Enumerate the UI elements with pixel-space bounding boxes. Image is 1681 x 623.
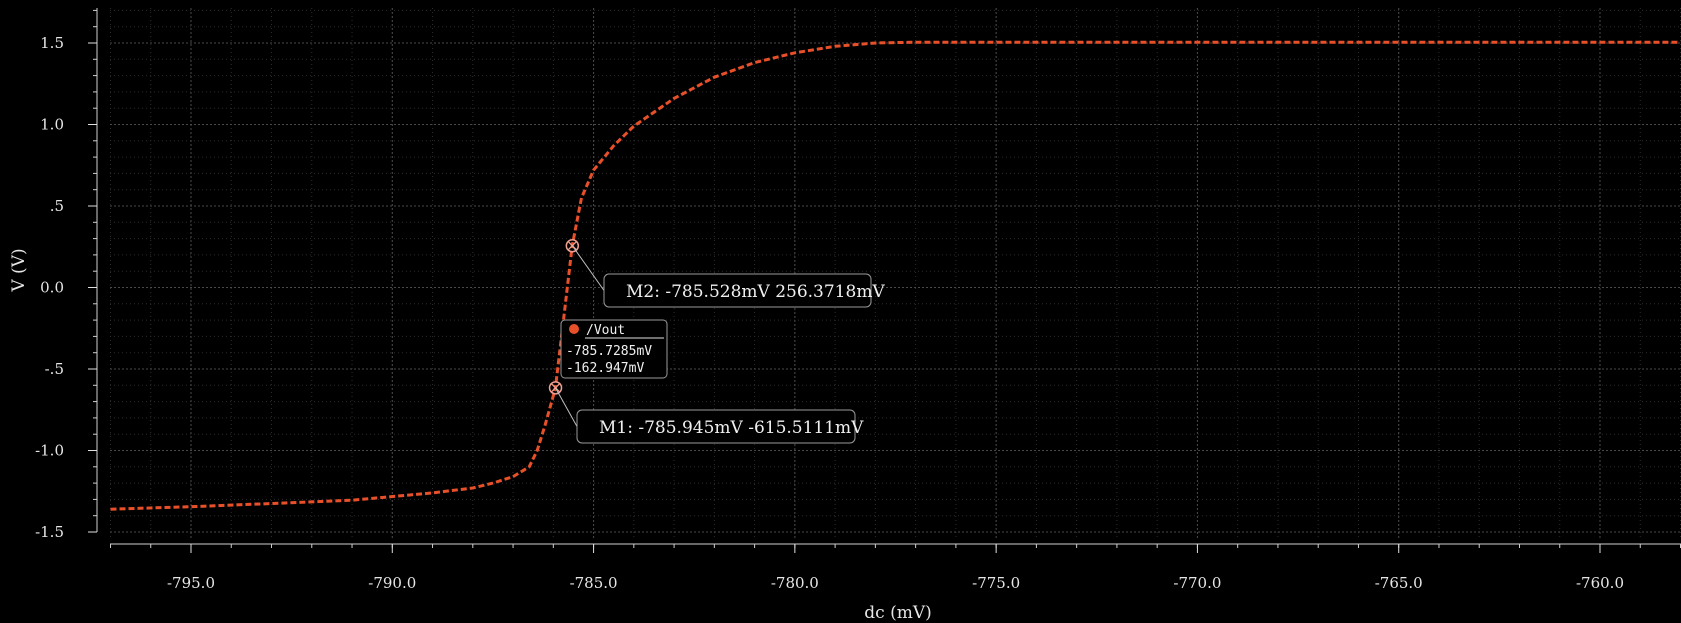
series-layer	[110, 40, 1681, 511]
marker-leader	[571, 245, 605, 291]
marker-leader	[555, 387, 578, 427]
marker-label-box	[576, 409, 856, 444]
x-axis-ticks: -795.0 -790.0 -785.0 -780.0 -775.0 -770.0 -765…	[167, 544, 1624, 592]
series-line-vout	[110, 40, 1681, 511]
marker-m1[interactable]: M1: -785.945mV -615.5111mV	[548, 381, 865, 444]
tooltip-box	[560, 319, 668, 379]
x-tick-label: -785.0	[570, 574, 618, 592]
x-tick-label: -760.0	[1576, 574, 1624, 592]
y-axis-ticks: 1.5 1.0 .5 0.0 -.5 -1.0 -1.5	[35, 34, 97, 541]
y-axis-title: V (V)	[9, 248, 29, 292]
x-tick-label: -770.0	[1173, 574, 1221, 592]
tooltip-y-value: -162.947mV	[566, 361, 644, 376]
y-tick-label: 1.0	[40, 116, 64, 134]
marker-label-text: M1: -785.945mV -615.5111mV	[599, 418, 864, 438]
y-tick-label: 1.5	[40, 34, 64, 52]
cursor-tooltip: /Vout -785.7285mV -162.947mV	[560, 319, 668, 379]
x-axis-title: dc (mV)	[864, 603, 931, 623]
y-tick-label: 0.0	[40, 279, 64, 297]
marker-symbol	[548, 381, 563, 395]
marker-symbol	[565, 238, 580, 253]
tooltip-series-dot	[569, 324, 579, 334]
x-tick-label: -790.0	[368, 574, 416, 592]
marker-m2[interactable]: M2: -785.528mV 256.3718mV	[565, 238, 885, 308]
x-tick-label: -765.0	[1375, 574, 1423, 592]
tooltip-x-value: -785.7285mV	[566, 344, 652, 359]
marker-label-text: M2: -785.528mV 256.3718mV	[626, 282, 885, 302]
x-tick-label: -780.0	[771, 574, 819, 592]
tooltip-series-name: /Vout	[586, 323, 625, 338]
y-tick-label: -.5	[45, 360, 64, 378]
x-tick-label: -795.0	[167, 574, 215, 592]
grid-lines	[109, 8, 1681, 539]
y-tick-label: .5	[50, 197, 64, 215]
marker-label-box	[603, 273, 872, 308]
markers-layer[interactable]: M2: -785.528mV 256.3718mV M1: -785.945mV …	[548, 238, 886, 444]
y-tick-label: -1.5	[35, 523, 64, 541]
x-tick-label: -775.0	[972, 574, 1020, 592]
y-tick-label: -1.0	[35, 442, 64, 460]
